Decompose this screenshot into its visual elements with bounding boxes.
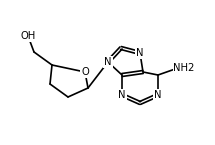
Text: O: O [81, 67, 89, 77]
Text: NH2: NH2 [173, 63, 195, 73]
Text: N: N [118, 90, 126, 100]
Text: N: N [136, 48, 144, 58]
Text: N: N [104, 57, 112, 67]
Text: OH: OH [20, 31, 36, 41]
Text: N: N [154, 90, 162, 100]
